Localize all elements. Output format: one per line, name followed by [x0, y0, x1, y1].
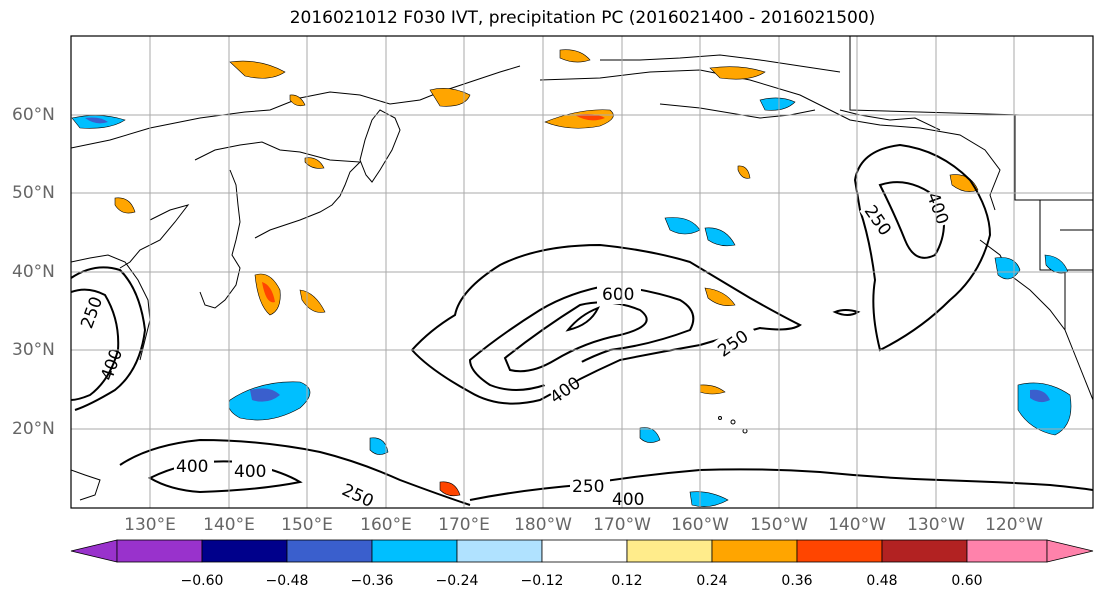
colorbar-tick-label: −0.36 [350, 573, 394, 589]
colorbar-tick-label: 0.60 [951, 573, 983, 589]
lon-label: 130°W [907, 515, 965, 535]
colorbar-tick-label: 0.36 [781, 573, 813, 589]
lat-label: 60°N [12, 105, 55, 125]
contour-label: 250 [339, 480, 377, 512]
lon-label: 160°W [671, 515, 729, 535]
colorbar-tick-label: −0.12 [520, 573, 564, 589]
lon-label: 160°E [360, 515, 412, 535]
colorbar-swatch [286, 539, 373, 563]
contour-label: 400 [234, 462, 266, 482]
colorbar-tick-label: 0.48 [866, 573, 898, 589]
contour-label: 250 [77, 294, 107, 331]
colorbar-swatch [201, 539, 288, 563]
contour-label: 400 [612, 490, 644, 510]
lat-label: 20°N [12, 419, 55, 439]
lon-label: 120°W [985, 515, 1043, 535]
lon-label: 170°W [593, 515, 651, 535]
contour-label: 400 [176, 457, 208, 477]
political-borders [849, 36, 1093, 508]
colorbar-swatch [626, 539, 713, 563]
lon-label: 150°E [281, 515, 333, 535]
lon-label: 150°W [750, 515, 808, 535]
ivt-contours [71, 143, 1093, 506]
lat-label: 50°N [12, 183, 55, 203]
lon-label: 140°E [203, 515, 255, 535]
lat-label: 30°N [12, 340, 55, 360]
colorbar-swatch [966, 539, 1048, 563]
colorbar-tick-label: 0.12 [611, 573, 643, 589]
colorbar-max-arrow [1046, 539, 1094, 563]
colorbar-swatch [116, 539, 203, 563]
lon-label: 130°E [124, 515, 176, 535]
colorbar-swatch [711, 539, 798, 563]
map-frame [70, 35, 1094, 509]
colorbar [70, 539, 1094, 563]
lon-label: 140°W [828, 515, 886, 535]
colorbar-tick-label: −0.24 [435, 573, 479, 589]
colorbar-swatch [541, 539, 628, 563]
colorbar-swatch [371, 539, 458, 563]
colorbar-swatch [456, 539, 543, 563]
contour-label: 400 [922, 190, 952, 227]
colorbar-tick-label: −0.60 [180, 573, 224, 589]
colorbar-swatch [796, 539, 883, 563]
colorbar-swatch [881, 539, 968, 563]
colorbar-min-arrow [70, 539, 118, 563]
precip-shading [71, 49, 1072, 507]
lat-label: 40°N [12, 262, 55, 282]
lon-label: 180°W [514, 515, 572, 535]
graticule [71, 36, 1093, 508]
coastlines [71, 54, 1093, 501]
colorbar-tick-label: 0.24 [696, 573, 728, 589]
lon-label: 170°E [438, 515, 490, 535]
contour-label: 400 [97, 346, 127, 383]
colorbar-tick-label: −0.48 [265, 573, 309, 589]
contour-label: 600 [602, 285, 634, 305]
map-title: 2016021012 F030 IVT, precipitation PC (2… [289, 8, 876, 28]
contour-label: 250 [572, 477, 604, 497]
